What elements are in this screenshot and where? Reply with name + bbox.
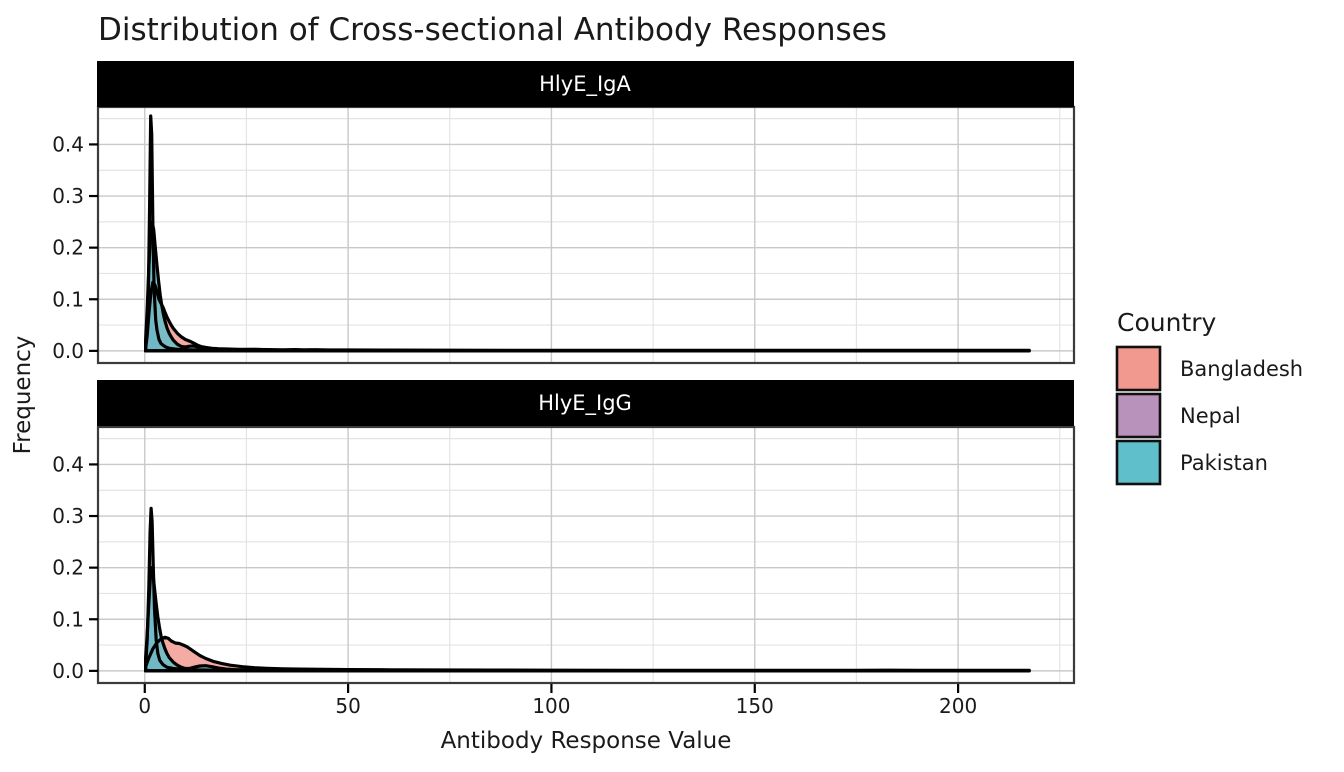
y-tick-label: 0.0 bbox=[52, 339, 84, 363]
density-area-pakistan bbox=[145, 221, 279, 351]
plot-layers bbox=[98, 107, 1074, 683]
density-outline-bangladesh bbox=[144, 635, 1031, 673]
x-tick-label: 0 bbox=[138, 694, 151, 718]
y-axis-title: Frequency bbox=[10, 336, 36, 455]
y-tick-label: 0.4 bbox=[52, 452, 84, 476]
density-outline-nepal bbox=[144, 114, 391, 353]
legend-swatch-pakistan bbox=[1115, 439, 1162, 486]
panel-border-igg bbox=[96, 425, 1076, 685]
density-area-bangladesh bbox=[145, 282, 1030, 351]
y-tick-label: 0.2 bbox=[52, 556, 84, 580]
x-tick-label: 50 bbox=[335, 694, 360, 718]
y-tick-label: 0.2 bbox=[52, 236, 84, 260]
y-tick-label: 0.3 bbox=[52, 504, 84, 528]
density-area-bangladesh bbox=[145, 637, 1030, 671]
legend-swatch-nepal bbox=[1115, 392, 1162, 439]
density-area-nepal bbox=[145, 116, 389, 351]
y-tick-label: 0.1 bbox=[52, 287, 84, 311]
y-tick-label: 0.0 bbox=[52, 659, 84, 683]
x-tick-label: 100 bbox=[532, 694, 570, 718]
legend-label-bangladesh: Bangladesh bbox=[1180, 357, 1303, 381]
y-tick-label: 0.3 bbox=[52, 184, 84, 208]
facet-strip-igg bbox=[97, 380, 1074, 426]
density-outline-pakistan bbox=[144, 566, 273, 673]
density-outline-bangladesh bbox=[144, 280, 1031, 353]
legend-label-pakistan: Pakistan bbox=[1180, 451, 1268, 475]
density-outline-pakistan bbox=[144, 220, 281, 353]
y-tick-label: 0.1 bbox=[52, 607, 84, 631]
legend-title: Country bbox=[1117, 308, 1217, 337]
facet-strip-label-igg: HlyE_IgG bbox=[538, 391, 632, 416]
legend-label-nepal: Nepal bbox=[1180, 404, 1241, 428]
legend-swatch-bangladesh bbox=[1115, 345, 1162, 392]
x-tick-label: 150 bbox=[736, 694, 774, 718]
density-area-pakistan bbox=[145, 567, 271, 671]
chart-title: Distribution of Cross-sectional Antibody… bbox=[98, 12, 887, 48]
axis-ticks-layer: 0.0 0.1 0.2 0.3 0.4 0.0 0.1 0.2 0.3 0.4 0 50 100 150 2… bbox=[52, 132, 977, 718]
facet-strip-iga bbox=[97, 61, 1074, 107]
x-axis-title: Antibody Response Value bbox=[441, 728, 732, 754]
facet-strip-label-iga: HlyE_IgA bbox=[539, 72, 631, 97]
y-tick-label: 0.4 bbox=[52, 132, 84, 156]
x-tick-label: 200 bbox=[939, 694, 977, 718]
